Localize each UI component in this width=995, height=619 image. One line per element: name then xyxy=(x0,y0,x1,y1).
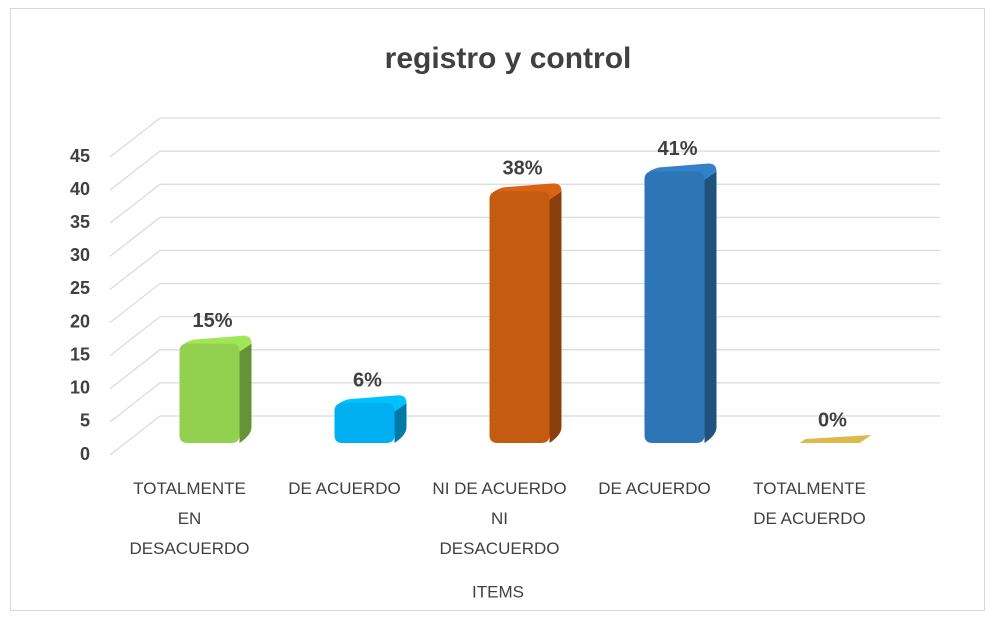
y-tick-label: 10 xyxy=(70,378,90,398)
bar-front xyxy=(334,403,395,443)
y-tick-label: 40 xyxy=(70,179,90,199)
x-tick-label: DE ACUERDO xyxy=(598,479,710,498)
x-tick-label: TOTALMENTE DE ACUERDO xyxy=(753,479,866,528)
grid-line xyxy=(109,117,940,158)
bar-front xyxy=(489,191,550,443)
y-tick-label: 45 xyxy=(70,146,90,166)
value-label: 41% xyxy=(657,138,697,160)
value-label: 0% xyxy=(818,409,847,431)
bar xyxy=(644,163,717,443)
x-tick-label: NI DE ACUERDO NI DESACUERDO xyxy=(432,479,566,558)
y-tick-label: 20 xyxy=(70,311,90,331)
bar xyxy=(334,395,407,443)
bar xyxy=(179,335,252,443)
chart-title: registro y control xyxy=(385,42,632,75)
y-tick-label: 35 xyxy=(70,212,90,232)
bar-side xyxy=(394,403,407,443)
x-tick-label: TOTALMENTE EN DESACUERDO xyxy=(130,479,250,558)
value-label: 38% xyxy=(502,158,542,180)
bar xyxy=(489,183,562,443)
bar-front xyxy=(644,171,705,443)
value-label: 15% xyxy=(192,310,232,332)
y-tick-label: 25 xyxy=(70,278,90,298)
y-tick-label: 5 xyxy=(80,411,90,431)
y-tick-label: 0 xyxy=(80,444,90,464)
bar-side xyxy=(549,191,562,443)
bar-side xyxy=(704,171,717,443)
bar-side xyxy=(239,343,252,443)
y-tick-label: 15 xyxy=(70,344,90,364)
grid-line xyxy=(109,150,940,191)
bar-top xyxy=(799,435,872,443)
x-tick-label: DE ACUERDO xyxy=(288,479,400,498)
y-tick-label: 30 xyxy=(70,245,90,265)
bar xyxy=(799,435,872,443)
x-axis-title: ITEMS xyxy=(472,582,524,601)
value-label: 6% xyxy=(353,370,382,392)
bar-front xyxy=(179,343,240,443)
